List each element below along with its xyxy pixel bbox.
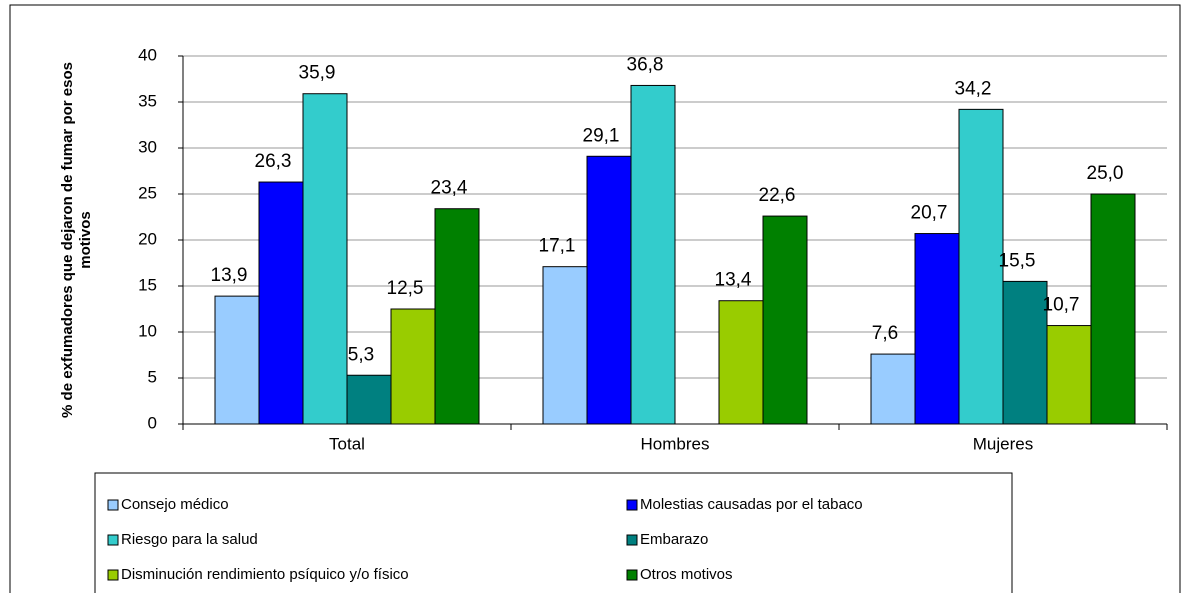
y-axis-label: % de exfumadores que dejaron de fumar po… xyxy=(59,62,76,418)
x-tick-label: Hombres xyxy=(641,434,710,453)
y-tick-label: 25 xyxy=(138,183,157,202)
y-tick-label: 30 xyxy=(138,137,157,156)
bar xyxy=(214,295,260,425)
bar xyxy=(630,84,676,425)
x-tick-label: Mujeres xyxy=(973,434,1033,453)
y-tick-label: 10 xyxy=(138,321,157,340)
bar xyxy=(870,353,916,425)
legend-label: Riesgo para la salud xyxy=(121,531,258,548)
legend-label: Disminución rendimiento psíquico y/o fís… xyxy=(121,566,409,583)
value-label: 17,1 xyxy=(539,236,576,257)
value-label: 23,4 xyxy=(431,178,468,199)
y-axis-label: motivos xyxy=(77,211,94,269)
y-tick-label: 40 xyxy=(138,45,157,64)
bar xyxy=(958,108,1004,425)
legend-swatch xyxy=(107,499,119,511)
value-label: 25,0 xyxy=(1087,163,1124,184)
value-label: 15,5 xyxy=(999,250,1036,271)
legend-label: Embarazo xyxy=(640,531,708,548)
value-label: 35,9 xyxy=(299,63,336,84)
y-tick-label: 0 xyxy=(148,413,157,432)
bar xyxy=(390,308,436,425)
bar xyxy=(718,300,764,425)
legend-swatch xyxy=(107,534,119,546)
legend-swatch xyxy=(626,569,638,581)
bar xyxy=(1090,193,1136,425)
bar xyxy=(434,208,480,425)
bar xyxy=(542,266,588,425)
value-label: 36,8 xyxy=(627,54,664,75)
bar xyxy=(1002,280,1048,425)
bar xyxy=(586,155,632,425)
y-tick-label: 20 xyxy=(138,229,157,248)
bar xyxy=(346,374,392,425)
value-label: 5,3 xyxy=(348,344,374,365)
value-label: 13,9 xyxy=(211,265,248,286)
legend-swatch xyxy=(107,569,119,581)
value-label: 13,4 xyxy=(715,270,752,291)
bar xyxy=(914,233,960,425)
value-label: 10,7 xyxy=(1043,295,1080,316)
y-tick-label: 15 xyxy=(138,275,157,294)
bar xyxy=(762,215,808,425)
x-tick-label: Total xyxy=(329,434,365,453)
legend-label: Otros motivos xyxy=(640,566,733,583)
value-label: 20,7 xyxy=(911,203,948,224)
legend-swatch xyxy=(626,499,638,511)
legend-label: Consejo médico xyxy=(121,496,229,513)
y-tick-label: 5 xyxy=(148,367,157,386)
value-label: 7,6 xyxy=(872,323,898,344)
bar xyxy=(1046,325,1092,425)
value-label: 12,5 xyxy=(387,278,424,299)
value-label: 29,1 xyxy=(583,125,620,146)
bar xyxy=(258,181,304,425)
value-label: 26,3 xyxy=(255,151,292,172)
value-label: 34,2 xyxy=(955,78,992,99)
bar xyxy=(302,93,348,425)
legend-swatch xyxy=(626,534,638,546)
value-label: 22,6 xyxy=(759,185,796,206)
legend-label: Molestias causadas por el tabaco xyxy=(640,496,863,513)
y-tick-label: 35 xyxy=(138,91,157,110)
legend-box xyxy=(94,472,1013,593)
